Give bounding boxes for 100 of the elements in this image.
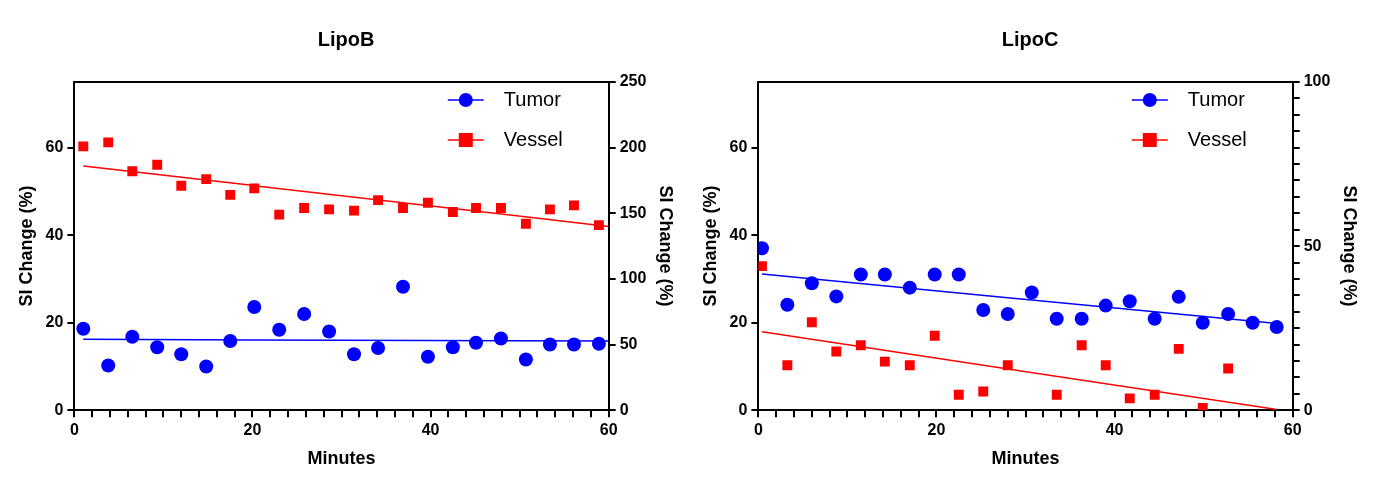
y-tick-label: 60 <box>45 138 64 156</box>
point <box>1076 340 1087 351</box>
point <box>927 267 942 282</box>
legend-label: Tumor <box>503 87 562 110</box>
y2-tick-label: 100 <box>619 269 647 287</box>
point <box>780 297 795 312</box>
x-tick-label: 0 <box>69 421 79 439</box>
point <box>518 352 533 367</box>
y2-tick-label: 200 <box>619 138 647 156</box>
point <box>299 203 310 213</box>
point <box>929 330 940 341</box>
y2-tick-label: 100 <box>1303 72 1331 90</box>
y2-axis-title: SI Change (%) <box>1340 185 1361 307</box>
y-axis-title: SI Change (%) <box>15 185 36 307</box>
point <box>1100 360 1111 371</box>
point <box>1074 311 1089 326</box>
y2-tick-label: 50 <box>619 334 638 352</box>
point <box>569 200 579 211</box>
point <box>1171 289 1186 304</box>
point <box>174 347 189 362</box>
x-tick-label: 40 <box>1105 421 1124 439</box>
y2-tick-label: 0 <box>1303 400 1313 418</box>
point <box>469 335 484 350</box>
y-tick-label: 40 <box>729 225 748 243</box>
chart-title: LipoB <box>317 27 375 50</box>
y-tick-label: 40 <box>45 225 64 243</box>
point <box>1195 315 1210 330</box>
legend-label: Tumor <box>1187 87 1246 110</box>
point <box>445 340 460 355</box>
point <box>1000 306 1015 321</box>
point <box>1269 320 1284 335</box>
point <box>349 205 359 216</box>
point <box>806 317 817 328</box>
point <box>396 279 410 294</box>
x-tick-label: 40 <box>421 421 440 439</box>
point <box>1122 294 1137 309</box>
point <box>152 159 163 170</box>
point <box>758 261 767 272</box>
point <box>877 267 892 282</box>
point <box>782 360 793 371</box>
x-tick-label: 20 <box>927 421 946 439</box>
y-axis-title: SI Change (%) <box>699 185 720 307</box>
point <box>1197 402 1208 411</box>
point <box>347 347 362 362</box>
legend-label: Vessel <box>503 127 563 150</box>
point <box>101 358 116 373</box>
point <box>76 321 91 336</box>
y-tick-label: 60 <box>729 138 748 156</box>
point <box>247 299 262 314</box>
point <box>274 209 285 220</box>
x-tick-label: 60 <box>599 421 618 439</box>
point <box>544 204 555 215</box>
point <box>496 203 506 213</box>
y-tick-label: 0 <box>54 400 64 418</box>
point <box>199 359 214 374</box>
point <box>225 189 236 200</box>
point <box>904 360 915 371</box>
point <box>1147 311 1162 326</box>
x-axis-title: Minutes <box>307 448 376 469</box>
point <box>879 356 890 367</box>
point <box>1024 285 1039 300</box>
y2-axis-title: SI Change (%) <box>656 185 677 307</box>
point <box>297 306 312 321</box>
point <box>1173 343 1184 354</box>
point <box>853 267 868 282</box>
point <box>951 267 966 282</box>
y-tick-label: 0 <box>738 400 748 418</box>
chart-title: LipoC <box>1001 27 1059 50</box>
point <box>324 204 335 215</box>
y2-tick-label: 250 <box>619 72 647 90</box>
y-tick-label: 20 <box>45 313 64 331</box>
point <box>1049 311 1064 326</box>
x-tick-label: 0 <box>753 421 763 439</box>
point <box>78 141 89 152</box>
x-axis-title: Minutes <box>991 448 1060 469</box>
point <box>829 289 844 304</box>
point <box>272 322 287 337</box>
point <box>976 302 991 317</box>
y2-tick-label: 150 <box>619 203 647 221</box>
legend-label: Vessel <box>1187 127 1247 150</box>
point <box>953 389 964 400</box>
point <box>176 180 187 191</box>
y2-tick-label: 50 <box>1303 236 1322 254</box>
point <box>103 137 114 148</box>
x-tick-label: 20 <box>243 421 262 439</box>
point <box>150 340 165 355</box>
point <box>831 346 842 357</box>
point <box>978 386 989 397</box>
point <box>1221 306 1236 321</box>
point <box>1051 389 1062 400</box>
point <box>1223 363 1234 374</box>
point <box>322 324 337 339</box>
point <box>520 218 531 229</box>
point <box>420 349 435 364</box>
point <box>371 341 386 356</box>
y-tick-label: 20 <box>729 313 748 331</box>
point <box>398 203 408 213</box>
x-tick-label: 60 <box>1283 421 1302 439</box>
point <box>1124 393 1135 404</box>
y2-tick-label: 0 <box>619 400 629 418</box>
